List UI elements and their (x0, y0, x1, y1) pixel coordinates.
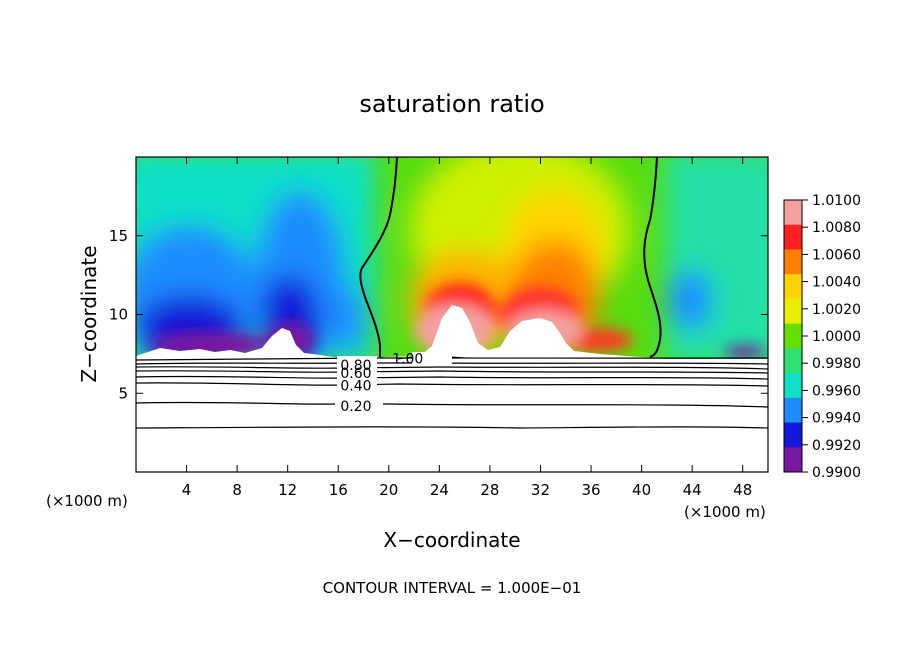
colorbar-swatch (784, 224, 802, 250)
x-unit-left: (×1000 m) (46, 492, 128, 510)
colorbar-swatch (784, 298, 802, 325)
colorbar-tick-label: 1.0020 (812, 302, 861, 318)
colorbar-swatches (784, 200, 802, 473)
y-tick-label: 5 (118, 384, 128, 402)
x-tick-label: 24 (430, 481, 449, 499)
colorbar-tick-label: 1.0080 (812, 220, 861, 236)
colorbar-swatch (784, 323, 802, 349)
colorbar-swatch (784, 348, 802, 374)
saturation-contour-left (359, 156, 398, 357)
chart-title: saturation ratio (359, 90, 544, 118)
colorbar-swatch (784, 200, 802, 226)
contour-label: 0.20 (340, 399, 371, 415)
x-tick-label: 44 (683, 481, 702, 499)
colorbar-tick-label: 1.0040 (812, 275, 861, 291)
contour-label: 0.60 (340, 366, 371, 382)
lower-unshaded-region (136, 359, 768, 472)
x-ticks: 4 8 12 16 20 24 28 32 36 40 44 48 (182, 157, 752, 499)
x-tick-label: 4 (182, 481, 192, 499)
colorbar-tick-label: 0.9960 (812, 383, 861, 399)
colorbar-swatch (784, 422, 802, 448)
colorbar-swatch (784, 274, 802, 300)
y-tick-label: 10 (109, 306, 128, 324)
x-tick-label: 12 (278, 481, 297, 499)
saturation-field (136, 157, 768, 472)
colorbar-tick-label: 1.0000 (812, 329, 861, 345)
x-tick-label: 16 (329, 481, 348, 499)
central-white-region (380, 305, 665, 359)
x-unit-right: (×1000 m) (684, 503, 766, 521)
x-tick-label: 40 (632, 481, 651, 499)
x-tick-label: 28 (480, 481, 499, 499)
x-axis-label: X−coordinate (383, 528, 520, 552)
contour-label: 0.40 (340, 378, 371, 394)
contour-label-group (335, 352, 467, 411)
x-tick-label: 48 (733, 481, 752, 499)
colorbar-tick-label: 1.0060 (812, 247, 861, 263)
x-tick-label: 32 (531, 481, 550, 499)
saturation-contour-right (643, 156, 662, 358)
colorbar-swatch (784, 397, 802, 424)
colorbar-tick-label: 1.0100 (812, 193, 861, 209)
colorbar-labels: 1.0100 1.0080 1.0060 1.0040 1.0020 1.0000 0.99… (802, 193, 861, 481)
left-white-region (136, 328, 380, 359)
colorbar-swatch (784, 373, 802, 399)
contour-interval-note: CONTOUR INTERVAL = 1.000E−01 (323, 579, 582, 597)
x-tick-label: 20 (379, 481, 398, 499)
colorbar-swatch (784, 447, 802, 473)
contour-label: 0.80 (340, 358, 371, 374)
y-tick-label: 15 (109, 227, 128, 245)
contour-label: 1.00 (392, 352, 423, 368)
contour-labels: 1.00 0.800.600.40 0.20 (340, 352, 423, 415)
colorbar-tick-label: 0.9900 (812, 465, 861, 481)
x-tick-label: 36 (581, 481, 600, 499)
y-axis-label: Z−coordinate (77, 245, 101, 382)
colorbar-tick-label: 0.9980 (812, 356, 861, 372)
x-tick-label: 8 (232, 481, 242, 499)
colorbar-tick-label: 0.9920 (812, 438, 861, 454)
colorbar: 1.0100 1.0080 1.0060 1.0040 1.0020 1.0000 0.99… (783, 193, 861, 481)
colorbar-tick-label: 0.9940 (812, 411, 861, 427)
y-ticks: 5 10 15 (109, 227, 768, 402)
colorbar-swatch (784, 249, 802, 275)
